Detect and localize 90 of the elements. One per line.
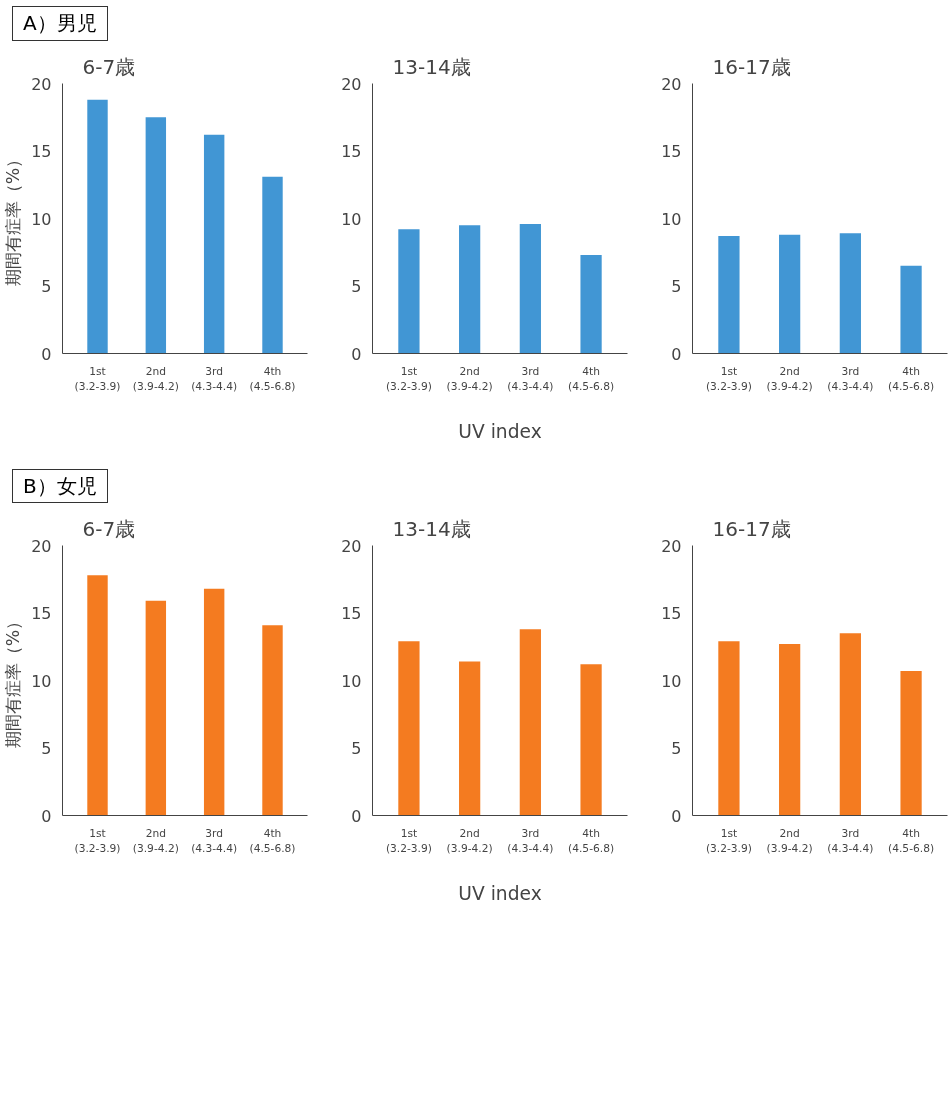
y-tick-label: 5 bbox=[41, 739, 52, 759]
y-tick-label: 5 bbox=[41, 276, 52, 296]
y-tick-label: 10 bbox=[661, 209, 682, 229]
x-tick-label: 3rd (4.3-4.4) bbox=[507, 364, 554, 393]
x-tick-label: 2nd (3.9-4.2) bbox=[446, 364, 493, 393]
bar bbox=[398, 228, 420, 354]
x-axis-title: UV index bbox=[458, 420, 542, 442]
bar bbox=[87, 99, 108, 354]
bar bbox=[580, 664, 602, 816]
chart-title: 13-14歳 bbox=[392, 54, 471, 79]
y-tick-label: 0 bbox=[671, 806, 682, 826]
chart-title: 16-17歳 bbox=[712, 516, 791, 541]
y-tick-label: 20 bbox=[341, 536, 362, 556]
bar bbox=[900, 265, 922, 354]
bar bbox=[262, 625, 283, 816]
bar bbox=[718, 235, 740, 354]
bar bbox=[718, 641, 740, 816]
y-tick-label: 20 bbox=[31, 536, 52, 556]
x-tick-label: 1st (3.2-3.9) bbox=[74, 364, 121, 393]
bar bbox=[519, 629, 541, 816]
y-tick-label: 15 bbox=[31, 604, 52, 624]
y-tick-label: 5 bbox=[671, 276, 682, 296]
y-tick-label: 5 bbox=[671, 739, 682, 759]
x-tick-label: 3rd (4.3-4.4) bbox=[827, 826, 874, 856]
bar bbox=[459, 224, 481, 354]
text: B）女児 bbox=[23, 472, 97, 500]
y-tick-label: 15 bbox=[661, 141, 682, 161]
x-tick-label: 4th (4.5-6.8) bbox=[568, 826, 615, 856]
y-tick-label: 10 bbox=[661, 671, 682, 691]
bar bbox=[779, 234, 801, 354]
x-axis-title: UV index bbox=[458, 883, 542, 905]
y-tick-label: 5 bbox=[351, 276, 362, 296]
bar bbox=[839, 633, 861, 816]
bar bbox=[459, 661, 481, 816]
chart-title: 6-7歳 bbox=[82, 516, 136, 541]
y-tick-label: 0 bbox=[671, 344, 682, 364]
y-tick-label: 20 bbox=[661, 74, 682, 94]
y-tick-label: 15 bbox=[341, 604, 362, 624]
bar bbox=[779, 644, 801, 816]
x-tick-label: 2nd (3.9-4.2) bbox=[766, 826, 813, 856]
bar bbox=[262, 176, 283, 354]
bar bbox=[203, 134, 225, 354]
y-tick-label: 0 bbox=[351, 806, 362, 826]
bar bbox=[839, 232, 861, 354]
bar bbox=[87, 575, 108, 816]
chart-title: 6-7歳 bbox=[82, 54, 136, 79]
bar bbox=[145, 116, 167, 354]
x-tick-label: 2nd (3.9-4.2) bbox=[446, 826, 493, 856]
y-tick-label: 15 bbox=[341, 141, 362, 161]
bar bbox=[398, 641, 420, 816]
x-tick-label: 3rd (4.3-4.4) bbox=[507, 826, 554, 856]
y-axis-title: 期間有症率（%） bbox=[3, 612, 24, 749]
x-tick-label: 3rd (4.3-4.4) bbox=[827, 364, 874, 393]
y-tick-label: 10 bbox=[341, 209, 362, 229]
bar bbox=[900, 671, 922, 816]
x-tick-label: 1st (3.2-3.9) bbox=[385, 826, 432, 856]
bar bbox=[580, 254, 602, 354]
x-tick-label: 1st (3.2-3.9) bbox=[705, 364, 752, 393]
x-tick-label: 4th (4.5-6.8) bbox=[249, 364, 296, 393]
y-tick-label: 20 bbox=[31, 74, 52, 94]
x-tick-label: 1st (3.2-3.9) bbox=[74, 826, 121, 856]
chart-title: 13-14歳 bbox=[392, 516, 471, 541]
y-tick-label: 10 bbox=[31, 671, 52, 691]
x-tick-label: 3rd (4.3-4.4) bbox=[191, 364, 238, 393]
bar bbox=[519, 223, 541, 354]
y-tick-label: 10 bbox=[341, 671, 362, 691]
y-tick-label: 5 bbox=[351, 739, 362, 759]
x-tick-label: 4th (4.5-6.8) bbox=[888, 364, 935, 393]
x-tick-label: 2nd (3.9-4.2) bbox=[132, 826, 179, 856]
x-tick-label: 4th (4.5-6.8) bbox=[249, 826, 296, 856]
x-tick-label: 4th (4.5-6.8) bbox=[888, 826, 935, 856]
x-tick-label: 1st (3.2-3.9) bbox=[385, 364, 432, 393]
y-tick-label: 0 bbox=[41, 806, 52, 826]
y-axis-title: 期間有症率（%） bbox=[3, 150, 24, 286]
y-tick-label: 10 bbox=[31, 209, 52, 229]
text: A）男児 bbox=[23, 10, 97, 37]
bar bbox=[145, 600, 167, 816]
bar bbox=[203, 588, 225, 816]
x-tick-label: 1st (3.2-3.9) bbox=[705, 826, 752, 856]
y-tick-label: 20 bbox=[661, 536, 682, 556]
x-tick-label: 2nd (3.9-4.2) bbox=[132, 364, 179, 393]
y-tick-label: 15 bbox=[31, 141, 52, 161]
y-tick-label: 15 bbox=[661, 604, 682, 624]
x-tick-label: 4th (4.5-6.8) bbox=[568, 364, 615, 393]
y-tick-label: 0 bbox=[351, 344, 362, 364]
x-tick-label: 2nd (3.9-4.2) bbox=[766, 364, 813, 393]
y-tick-label: 0 bbox=[41, 344, 52, 364]
x-tick-label: 3rd (4.3-4.4) bbox=[191, 826, 238, 856]
y-tick-label: 20 bbox=[341, 74, 362, 94]
chart-title: 16-17歳 bbox=[712, 54, 791, 79]
